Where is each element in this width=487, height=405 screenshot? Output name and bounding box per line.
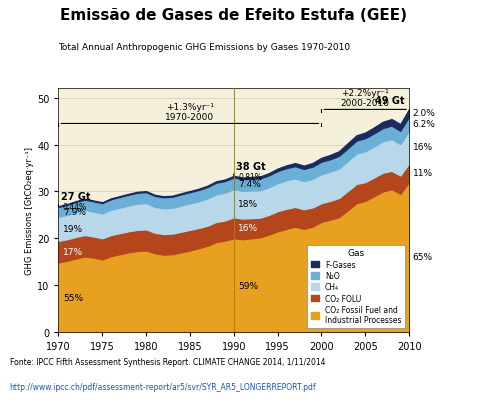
Text: 16%: 16% [412, 143, 433, 152]
Text: 49 Gt: 49 Gt [375, 96, 405, 106]
Text: 17%: 17% [63, 247, 83, 256]
Text: 2.0%: 2.0% [412, 109, 435, 118]
Text: +2.2%yr⁻¹
2000-2010: +2.2%yr⁻¹ 2000-2010 [341, 88, 390, 108]
Text: http://www.ipcc.ch/pdf/assessment-report/ar5/svr/SYR_AR5_LONGERREPORT.pdf: http://www.ipcc.ch/pdf/assessment-report… [10, 382, 317, 391]
Text: 7.4%: 7.4% [238, 179, 261, 188]
Text: 19%: 19% [63, 225, 83, 234]
Text: Emissão de Gases de Efeito Estufa (GEE): Emissão de Gases de Efeito Estufa (GEE) [60, 8, 407, 23]
Text: 38 Gt: 38 Gt [236, 162, 266, 172]
Text: 6.2%: 6.2% [412, 119, 435, 129]
Text: 18%: 18% [238, 199, 258, 208]
Text: 7.9%: 7.9% [63, 208, 86, 217]
Text: 55%: 55% [63, 293, 83, 302]
Text: +1.3%yr⁻¹
1970-2000: +1.3%yr⁻¹ 1970-2000 [166, 102, 214, 122]
Text: 0.81%: 0.81% [238, 173, 262, 182]
Text: 27 Gt: 27 Gt [61, 191, 91, 201]
Text: 59%: 59% [238, 281, 258, 290]
Text: 65%: 65% [412, 253, 433, 262]
Text: Fonte: IPCC Fifth Assessment Synthesis Report. CLIMATE CHANGE 2014, 1/11/2014: Fonte: IPCC Fifth Assessment Synthesis R… [10, 358, 325, 367]
Text: 16%: 16% [238, 224, 258, 232]
Y-axis label: GHG Emissions [GtCO₂eq·yr⁻¹]: GHG Emissions [GtCO₂eq·yr⁻¹] [25, 147, 34, 275]
Text: 11%: 11% [412, 169, 433, 178]
Text: Total Annual Anthropogenic GHG Emissions by Gases 1970-2010: Total Annual Anthropogenic GHG Emissions… [58, 43, 351, 51]
Text: 0.44%: 0.44% [63, 202, 87, 211]
Legend: F-Gases, N₂O, CH₄, CO₂ FOLU, CO₂ Fossil Fuel and
Industrial Processes: F-Gases, N₂O, CH₄, CO₂ FOLU, CO₂ Fossil … [307, 245, 405, 328]
